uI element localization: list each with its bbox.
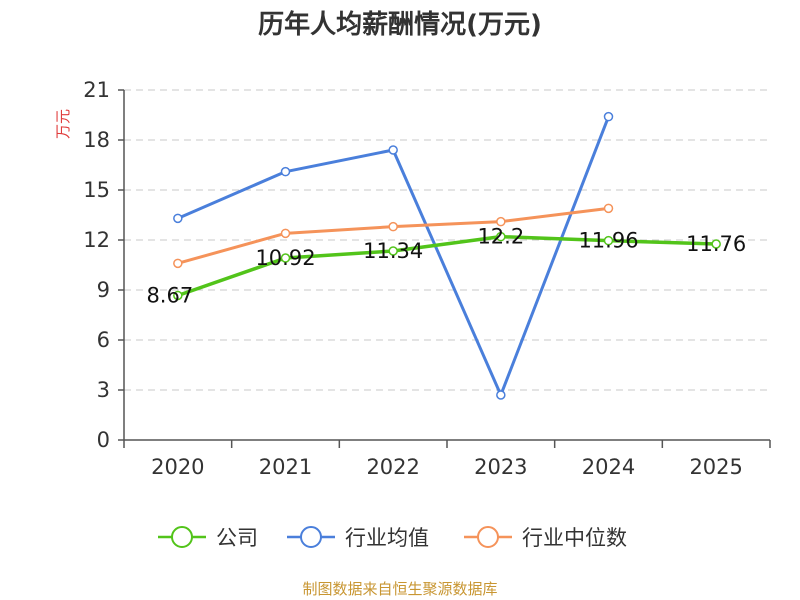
y-tick-label: 0 (97, 428, 110, 452)
legend: 公司 行业均值 行业中位数 (158, 526, 627, 550)
data-point (280, 166, 291, 177)
data-point (173, 213, 183, 224)
legend-label: 公司 (216, 526, 258, 550)
legend-marker (171, 526, 193, 548)
data-point (603, 111, 614, 122)
data-point (603, 203, 614, 214)
series-0 (173, 231, 721, 301)
y-ticks: 0 3 6 9 12 15 18 21 (83, 78, 124, 452)
y-tick-label: 3 (97, 378, 110, 402)
series-1 (173, 111, 614, 400)
x-tick-label: 2020 (151, 455, 204, 479)
x-tick-label: 2025 (689, 455, 742, 479)
x-ticks: 2020 2021 2022 2023 2024 2025 (123, 440, 771, 479)
data-label: 10.92 (255, 246, 315, 270)
series (173, 111, 721, 400)
data-point (496, 231, 506, 242)
legend-item-2: 行业中位数 (464, 526, 627, 550)
legend-label: 行业均值 (345, 526, 429, 550)
legend-marker (300, 526, 322, 548)
series-line (177, 234, 717, 298)
data-label: 11.34 (363, 239, 423, 263)
legend-item-0: 公司 (158, 526, 258, 550)
data-point (388, 145, 398, 155)
legend-label: 行业中位数 (522, 526, 627, 550)
data-point (173, 258, 183, 269)
y-tick-label: 6 (97, 328, 110, 352)
data-label: 11.96 (578, 229, 638, 253)
data-point (496, 390, 506, 400)
series-2 (173, 203, 614, 269)
data-point (280, 253, 291, 263)
gridlines (124, 89, 770, 391)
axes (123, 90, 770, 441)
y-tick-label: 9 (97, 278, 110, 302)
y-tick-label: 21 (83, 78, 110, 102)
y-tick-label: 18 (83, 128, 110, 152)
data-label: 12.2 (477, 225, 524, 249)
x-tick-label: 2021 (259, 455, 312, 479)
x-tick-label: 2023 (474, 455, 527, 479)
y-tick-label: 15 (83, 178, 110, 202)
data-label: 11.76 (686, 232, 746, 256)
y-axis-unit: 万元 (54, 109, 72, 139)
legend-item-1: 行业均值 (287, 526, 429, 550)
data-source-note: 制图数据来自恒生聚源数据库 (302, 580, 497, 598)
data-point (173, 290, 183, 301)
data-point (388, 221, 398, 232)
data-point (603, 235, 614, 246)
chart-title: 历年人均薪酬情况(万元) (258, 9, 542, 40)
data-labels: 8.67 10.92 11.34 12.2 11.96 11.76 (146, 225, 746, 308)
legend-marker (477, 526, 499, 548)
data-point (388, 246, 398, 256)
x-tick-label: 2022 (366, 455, 419, 479)
data-point (711, 239, 721, 249)
y-tick-label: 12 (83, 228, 110, 252)
data-label: 8.67 (146, 284, 193, 308)
data-point (496, 216, 506, 227)
data-point (280, 228, 291, 239)
x-tick-label: 2024 (582, 455, 635, 479)
